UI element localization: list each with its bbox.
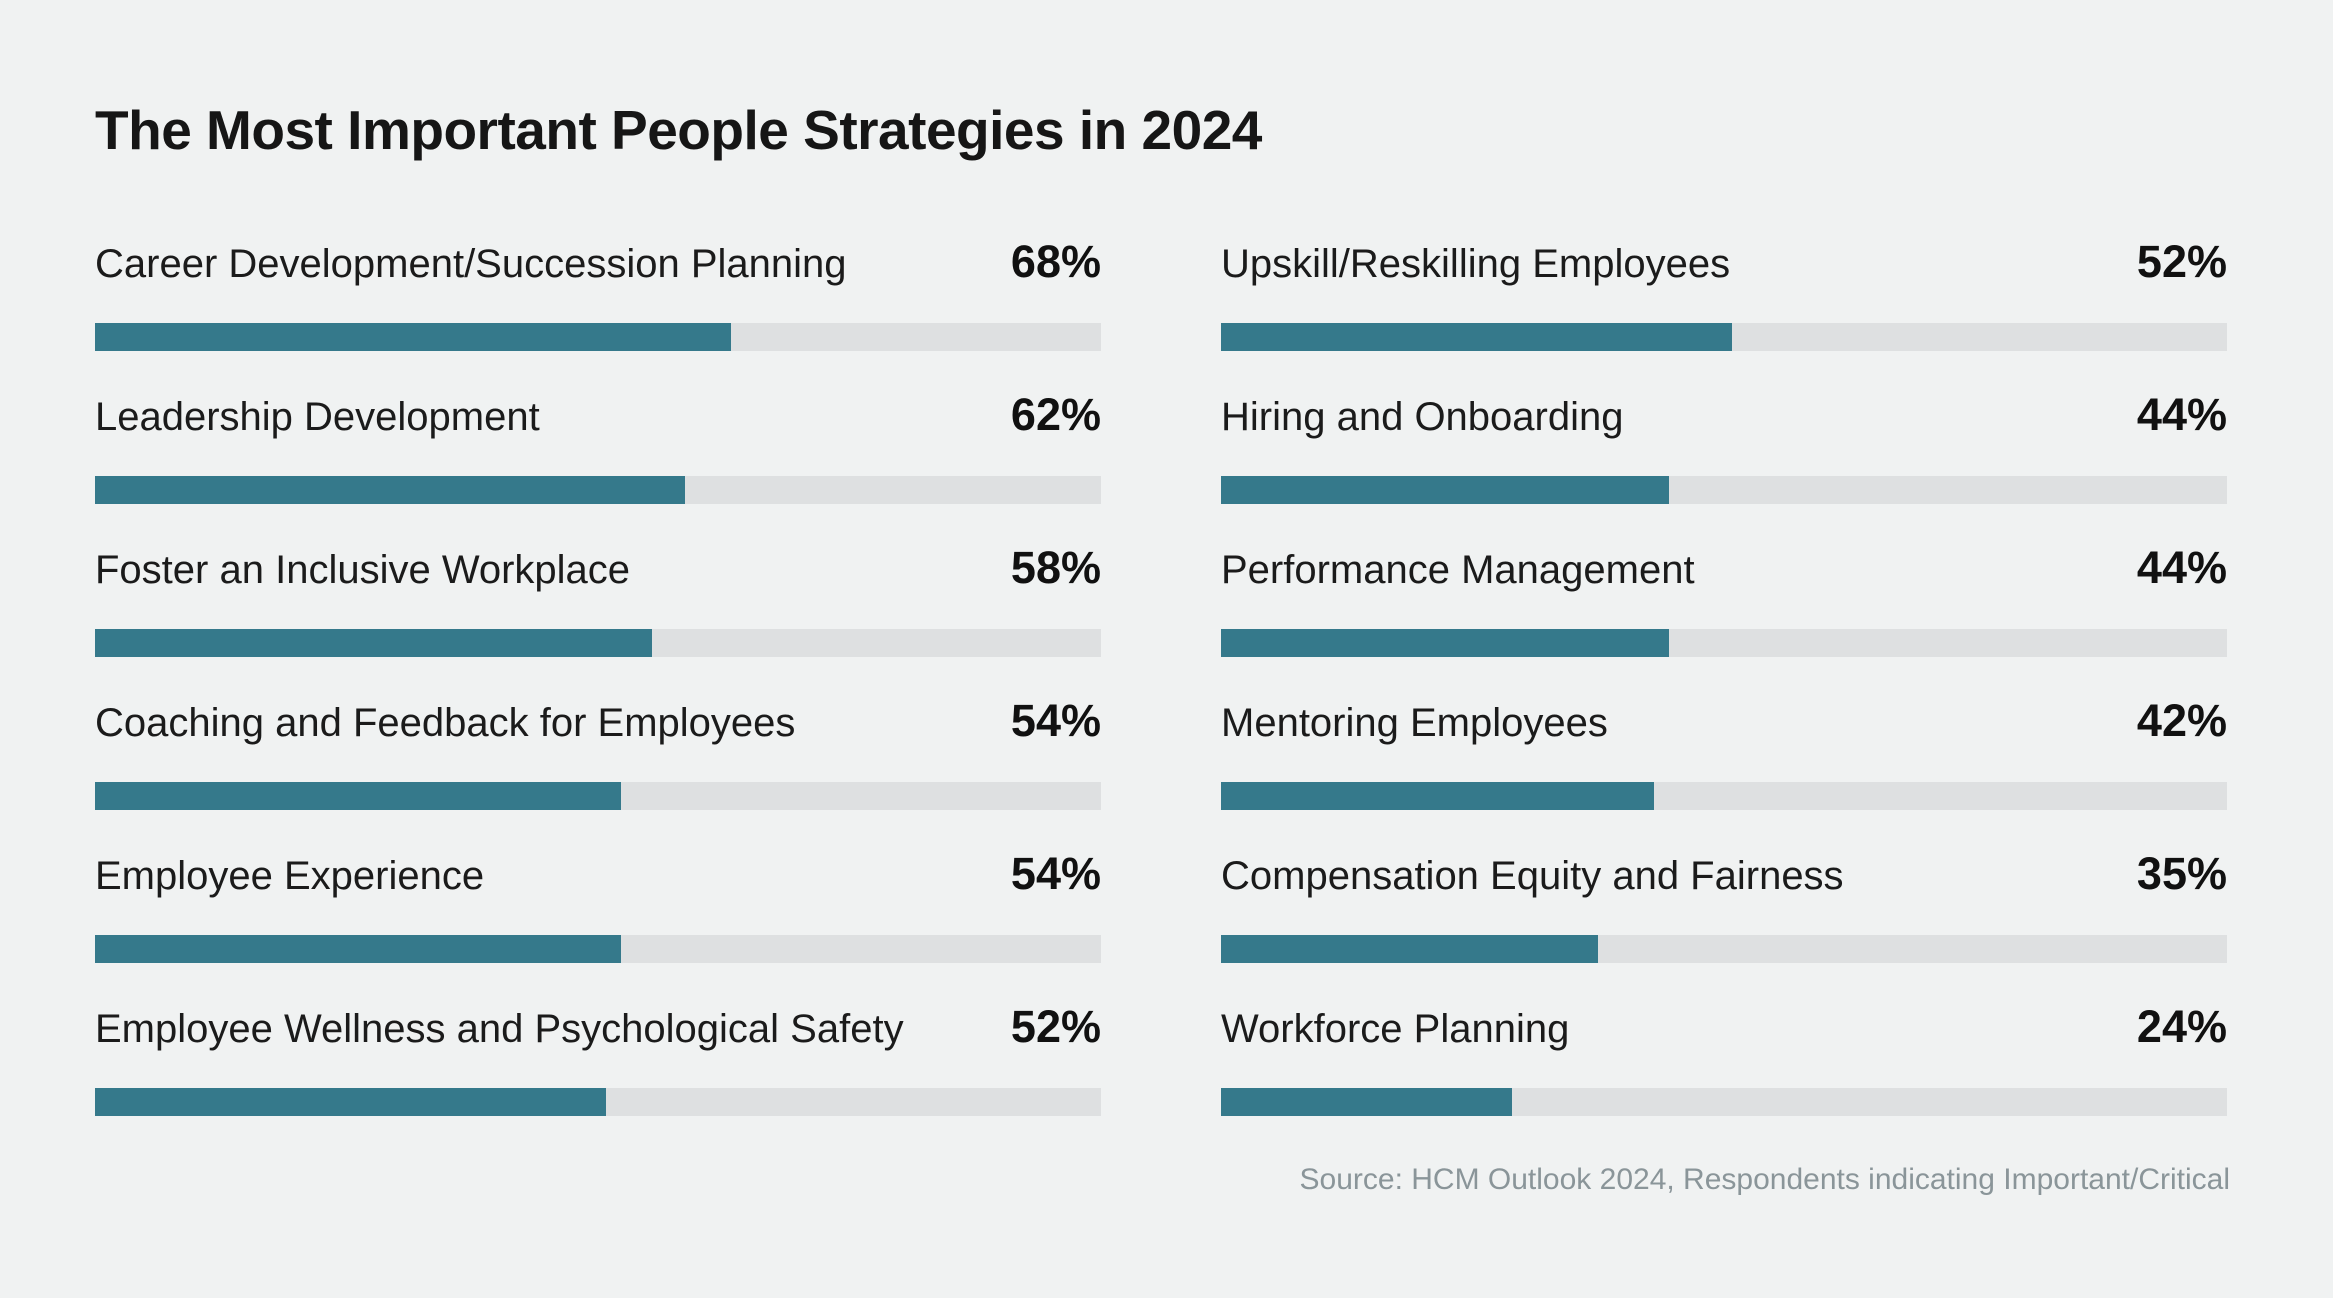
- bar-fill: [95, 323, 731, 351]
- strategy-label: Workforce Planning: [1221, 1007, 1570, 1051]
- strategy-row-head: Mentoring Employees 42%: [1221, 695, 2227, 746]
- strategy-label: Coaching and Feedback for Employees: [95, 701, 796, 745]
- strategy-value: 62%: [1010, 389, 1101, 440]
- strategy-value: 44%: [2136, 389, 2227, 440]
- strategy-row: Compensation Equity and Fairness 35%: [1221, 850, 2227, 1003]
- bar-fill: [1221, 1088, 1512, 1116]
- bar-track: [1221, 323, 2227, 351]
- bar-track: [95, 782, 1101, 810]
- strategy-row-head: Workforce Planning 24%: [1221, 1001, 2227, 1052]
- strategy-label: Career Development/Succession Planning: [95, 242, 847, 286]
- strategy-row: Upskill/Reskilling Employees 52%: [1221, 238, 2227, 391]
- bar-fill: [1221, 935, 1599, 963]
- strategy-label: Compensation Equity and Fairness: [1221, 854, 1844, 898]
- strategy-value: 52%: [1010, 1001, 1101, 1052]
- strategy-label: Mentoring Employees: [1221, 701, 1608, 745]
- strategy-row-head: Hiring and Onboarding 44%: [1221, 389, 2227, 440]
- strategy-row-head: Leadership Development 62%: [95, 389, 1101, 440]
- strategy-label: Foster an Inclusive Workplace: [95, 548, 631, 592]
- bar-fill: [1221, 323, 1733, 351]
- strategy-label: Employee Wellness and Psychological Safe…: [95, 1007, 904, 1051]
- strategy-row: Coaching and Feedback for Employees 54%: [95, 697, 1101, 850]
- bar-track: [95, 1088, 1101, 1116]
- bar-track: [95, 323, 1101, 351]
- bar-fill: [95, 935, 622, 963]
- strategy-row: Performance Management 44%: [1221, 544, 2227, 697]
- bar-fill: [1221, 782, 1654, 810]
- strategy-value: 44%: [2136, 542, 2227, 593]
- bar-track: [95, 629, 1101, 657]
- bar-track: [1221, 935, 2227, 963]
- chart-column-right: Upskill/Reskilling Employees 52% Hiring …: [1221, 238, 2227, 1156]
- strategy-value: 54%: [1010, 848, 1101, 899]
- strategy-label: Employee Experience: [95, 854, 485, 898]
- strategy-row: Mentoring Employees 42%: [1221, 697, 2227, 850]
- bar-track: [1221, 629, 2227, 657]
- strategy-row-head: Employee Wellness and Psychological Safe…: [95, 1001, 1101, 1052]
- strategy-row-head: Foster an Inclusive Workplace 58%: [95, 542, 1101, 593]
- strategy-value: 54%: [1010, 695, 1101, 746]
- bar-track: [1221, 476, 2227, 504]
- strategy-value: 68%: [1010, 236, 1101, 287]
- bar-track: [1221, 782, 2227, 810]
- strategy-row: Career Development/Succession Planning 6…: [95, 238, 1101, 391]
- strategy-row: Hiring and Onboarding 44%: [1221, 391, 2227, 544]
- strategy-row-head: Performance Management 44%: [1221, 542, 2227, 593]
- strategy-label: Leadership Development: [95, 395, 540, 439]
- strategy-value: 58%: [1010, 542, 1101, 593]
- strategy-value: 35%: [2136, 848, 2227, 899]
- bar-fill: [95, 782, 622, 810]
- strategy-value: 24%: [2136, 1001, 2227, 1052]
- bar-fill: [95, 629, 653, 657]
- page-title: The Most Important People Strategies in …: [95, 99, 1262, 161]
- strategy-row-head: Coaching and Feedback for Employees 54%: [95, 695, 1101, 746]
- bar-fill: [95, 476, 685, 504]
- strategy-row-head: Employee Experience 54%: [95, 848, 1101, 899]
- chart-columns: Career Development/Succession Planning 6…: [95, 238, 2227, 1156]
- strategy-label: Hiring and Onboarding: [1221, 395, 1624, 439]
- strategy-row: Employee Wellness and Psychological Safe…: [95, 1003, 1101, 1156]
- strategy-row-head: Compensation Equity and Fairness 35%: [1221, 848, 2227, 899]
- bar-fill: [95, 1088, 607, 1116]
- source-note: Source: HCM Outlook 2024, Respondents in…: [1299, 1163, 2230, 1196]
- strategy-row: Employee Experience 54%: [95, 850, 1101, 1003]
- strategy-row-head: Upskill/Reskilling Employees 52%: [1221, 236, 2227, 287]
- strategy-value: 42%: [2136, 695, 2227, 746]
- strategy-row-head: Career Development/Succession Planning 6…: [95, 236, 1101, 287]
- bar-fill: [1221, 629, 1669, 657]
- strategy-label: Performance Management: [1221, 548, 1695, 592]
- strategy-label: Upskill/Reskilling Employees: [1221, 242, 1731, 286]
- bar-track: [95, 935, 1101, 963]
- bar-fill: [1221, 476, 1669, 504]
- bar-track: [1221, 1088, 2227, 1116]
- strategy-row: Leadership Development 62%: [95, 391, 1101, 544]
- strategy-row: Foster an Inclusive Workplace 58%: [95, 544, 1101, 697]
- strategy-value: 52%: [2136, 236, 2227, 287]
- bar-track: [95, 476, 1101, 504]
- chart-column-left: Career Development/Succession Planning 6…: [95, 238, 1101, 1156]
- strategy-row: Workforce Planning 24%: [1221, 1003, 2227, 1156]
